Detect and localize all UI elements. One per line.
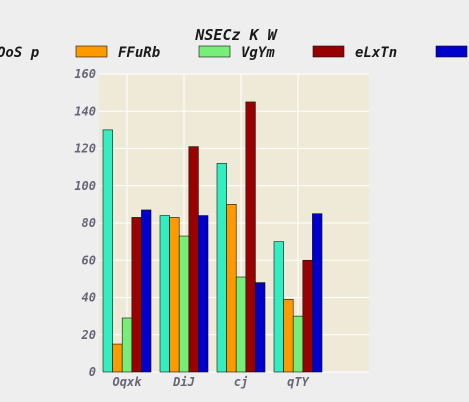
bar-series2-DiJ	[178, 235, 190, 373]
bar-series1-qTY	[283, 299, 294, 373]
bar-series4-DiJ	[198, 215, 209, 373]
y-tick-label-1: 20	[81, 328, 96, 342]
legend-label-3: eLxTn	[355, 45, 397, 61]
x-tick-label-DiJ: DiJ	[172, 375, 195, 389]
bar-series1-DiJ	[169, 217, 180, 373]
legend-label-0: OoS p	[0, 45, 39, 61]
bar-series0-qTY	[273, 241, 284, 373]
bar-series2-Oqxk	[121, 317, 133, 373]
x-tick-label-qTY: qTY	[287, 375, 309, 389]
legend-swatch-2	[198, 45, 231, 58]
legend-label-1: FFuRb	[118, 45, 160, 61]
y-tick-label-3: 60	[82, 253, 96, 267]
legend-swatch-4	[435, 45, 468, 58]
bar-series2-qTY	[292, 315, 304, 373]
y-axis: 0 20 40 60 80 100 120 140 160	[74, 67, 96, 379]
x-axis: Oqxk DiJ cj qTY	[113, 375, 310, 389]
bar-series2-cj	[235, 276, 247, 373]
bar-series3-qTY	[302, 259, 313, 373]
bar-series3-Oqxk	[131, 217, 142, 373]
x-tick-label-cj: cj	[234, 375, 248, 389]
chart-title: NSECz K W	[194, 26, 278, 44]
legend-label-2: VgYm	[241, 45, 275, 61]
y-tick-label-8: 160	[74, 67, 96, 81]
bar-series1-cj	[226, 204, 237, 373]
x-tick-label-Oqxk: Oqxk	[113, 375, 143, 389]
bar-series0-Oqxk	[102, 129, 113, 373]
legend: OoS p FFuRb VgYm eLxTn	[0, 45, 468, 61]
y-tick-label-6: 120	[74, 142, 96, 156]
y-tick-label-4: 80	[82, 216, 96, 230]
y-tick-label-2: 40	[82, 291, 96, 305]
y-tick-label-5: 100	[74, 179, 96, 193]
bar-series0-DiJ	[159, 215, 170, 373]
bar-series4-cj	[255, 282, 266, 373]
bar-series1-Oqxk	[112, 343, 123, 373]
bar-series3-cj	[245, 101, 256, 373]
y-tick-label-0: 0	[89, 365, 96, 379]
legend-swatch-3	[312, 45, 345, 58]
bar-series0-cj	[216, 163, 227, 373]
bar-series4-Oqxk	[141, 209, 152, 373]
y-tick-label-7: 140	[74, 104, 96, 118]
bars	[102, 101, 323, 373]
legend-swatch-1	[75, 45, 108, 58]
bar-series3-DiJ	[188, 146, 199, 373]
bar-series4-qTY	[312, 213, 323, 373]
